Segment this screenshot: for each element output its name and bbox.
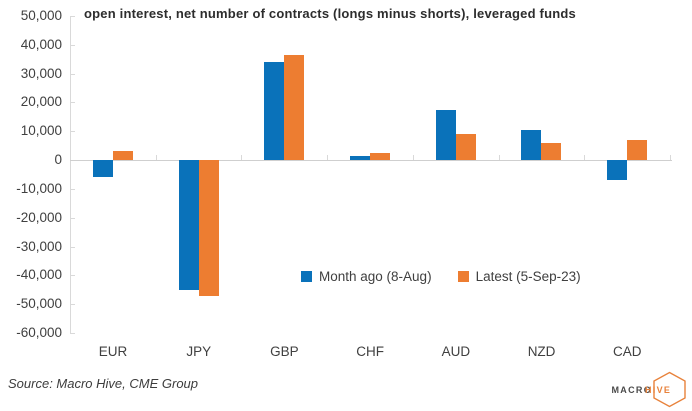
y-axis-tick — [70, 246, 75, 248]
bar-month-aud — [435, 109, 456, 161]
hexagon-icon — [653, 371, 686, 408]
bar-latest-nzd — [541, 142, 562, 161]
bar-month-gbp — [264, 62, 285, 161]
y-axis-label: -20,000 — [16, 209, 62, 225]
x-axis-tick — [155, 155, 157, 161]
y-axis-tick — [70, 16, 75, 17]
logo-hive-text: HIVE — [645, 384, 672, 395]
bar-month-jpy — [178, 160, 199, 290]
y-axis-tick — [70, 44, 75, 46]
bar-latest-cad — [627, 139, 648, 161]
bar-month-cad — [607, 160, 628, 181]
y-axis-label: 20,000 — [20, 94, 62, 110]
x-axis-label: NZD — [527, 344, 556, 359]
legend-label-latest: Latest (5-Sep-23) — [475, 269, 581, 284]
y-axis-label: -10,000 — [16, 180, 62, 196]
x-axis-tick — [670, 155, 671, 161]
y-axis-tick — [70, 102, 75, 104]
y-axis-tick — [70, 333, 75, 334]
bar-month-nzd — [521, 129, 542, 161]
chart-title: open interest, net number of contracts (… — [84, 6, 576, 21]
bar-month-eur — [92, 160, 113, 178]
y-axis-label: 10,000 — [20, 123, 62, 139]
y-axis-label: -30,000 — [16, 238, 62, 254]
macro-hive-logo: MACRO HIVE — [612, 371, 688, 408]
x-axis-label: CAD — [613, 344, 642, 359]
x-axis-tick — [584, 155, 586, 161]
bar-latest-aud — [455, 134, 476, 161]
legend-swatch-month-ago — [301, 271, 312, 282]
logo-macro-text: MACRO — [611, 384, 652, 395]
x-axis-label: CHF — [356, 344, 385, 359]
x-axis-tick — [498, 155, 500, 161]
legend-swatch-latest — [457, 271, 469, 282]
zero-line — [70, 160, 672, 162]
y-axis-label: -60,000 — [16, 325, 62, 340]
y-axis-tick — [70, 304, 75, 306]
legend-item-latest: Latest (5-Sep-23) — [457, 269, 581, 284]
bar-month-chf — [350, 155, 370, 161]
x-axis-tick — [327, 155, 329, 161]
source-note: Source: Macro Hive, CME Group — [8, 376, 199, 391]
x-axis-label: GBP — [270, 344, 299, 359]
y-axis-tick — [70, 188, 75, 190]
y-axis-tick — [70, 131, 75, 133]
x-axis-tick — [241, 155, 243, 161]
x-axis-label: JPY — [186, 344, 212, 359]
y-axis-label: 30,000 — [20, 65, 62, 81]
x-axis-tick — [412, 155, 414, 161]
x-axis-label: AUD — [441, 344, 471, 359]
y-axis-label: 50,000 — [20, 8, 62, 23]
bar-latest-chf — [370, 152, 390, 161]
bar-latest-gbp — [284, 54, 305, 161]
bar-latest-jpy — [198, 160, 219, 296]
legend: Month ago (8-Aug) Latest (5-Sep-23) — [301, 269, 581, 284]
legend-item-month-ago: Month ago (8-Aug) — [301, 269, 432, 284]
y-axis-tick — [70, 275, 75, 277]
legend-label-month-ago: Month ago (8-Aug) — [319, 269, 432, 284]
y-axis-tick — [70, 217, 75, 219]
y-axis-tick — [70, 73, 75, 75]
bar-latest-eur — [112, 151, 133, 161]
y-axis-label: 0 — [54, 152, 62, 168]
y-axis-label: -40,000 — [16, 267, 62, 283]
logo-hexagon: HIVE — [645, 371, 687, 408]
y-axis-label: -50,000 — [16, 296, 62, 312]
x-axis-label: EUR — [98, 344, 128, 359]
y-axis-label: 40,000 — [20, 36, 62, 52]
y-axis-line — [70, 16, 71, 333]
